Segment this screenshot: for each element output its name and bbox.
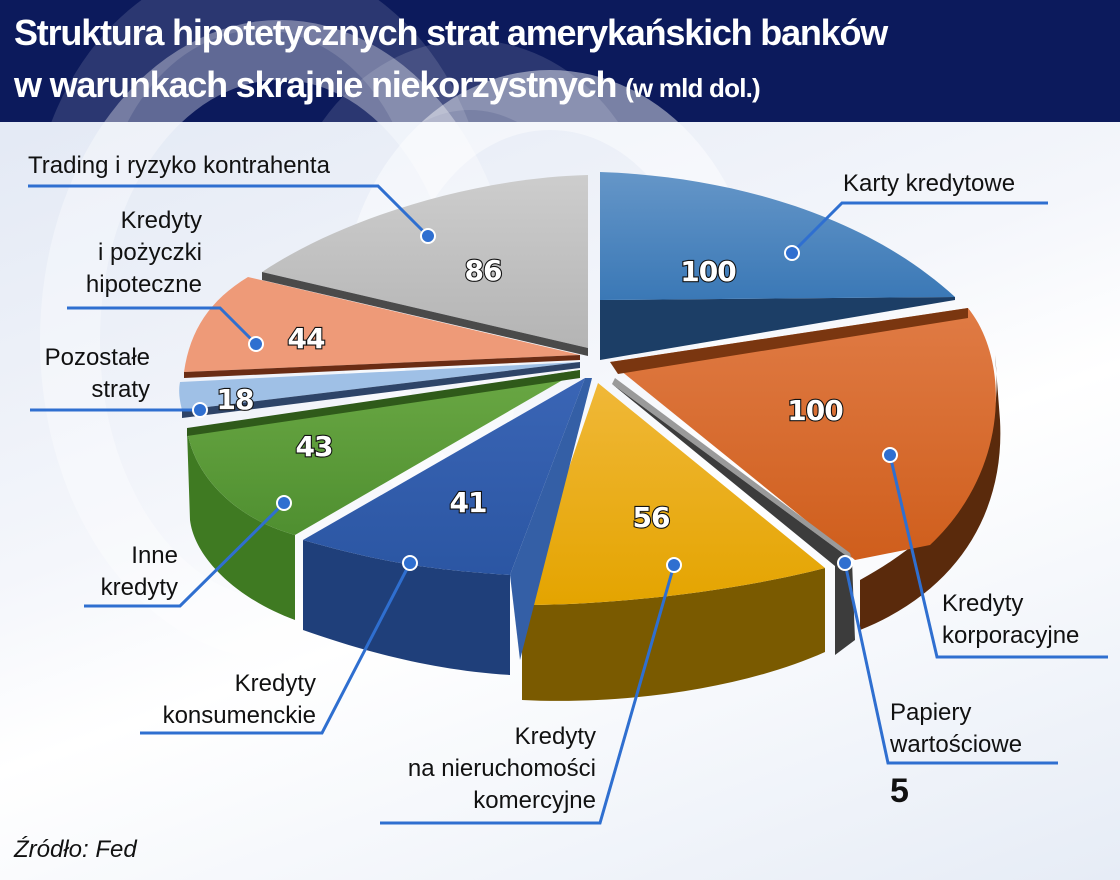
value-cards: 100 (680, 255, 736, 288)
leader-consumer (140, 562, 412, 735)
value-mortgage: 44 (288, 322, 325, 355)
value-trading: 86 (465, 254, 502, 287)
slice-cre: 56 (522, 383, 825, 701)
label-trading: Trading i ryzyko kontrahenta (28, 152, 330, 179)
value-consumer: 41 (450, 486, 487, 519)
label-line: korporacyjne (942, 622, 1080, 649)
slice-other-losses: 18 (179, 362, 580, 418)
slice-other-credit: 43 (187, 370, 580, 620)
label-line: Kredyty (234, 670, 316, 697)
label-line: Papiery (890, 699, 972, 726)
leader-securities (843, 562, 1058, 765)
slice-trading: 86 (262, 175, 588, 356)
label-corporate: Kredyty korporacyjne (942, 588, 1079, 652)
value-cre: 56 (633, 501, 670, 534)
value-other-credit: 43 (296, 430, 333, 463)
label-line: Kredyty (120, 207, 202, 234)
label-line: Kredyty (942, 590, 1024, 617)
label-line: komercyjne (473, 787, 596, 814)
label-line: straty (91, 376, 150, 403)
label-line: kredyty (100, 574, 178, 601)
label-line: hipoteczne (85, 271, 202, 298)
label-line: wartościowe (890, 731, 1023, 758)
label-line: Inne (131, 542, 178, 569)
label-other-credit: Inne kredyty (70, 540, 178, 604)
leader-cards (790, 201, 1048, 255)
label-line: konsumenckie (162, 702, 316, 729)
slice-consumer: 41 (303, 378, 592, 675)
label-other-losses: Pozostałe straty (20, 342, 150, 406)
slice-mortgage: 44 (184, 277, 580, 378)
label-line: na nieruchomości (407, 755, 596, 782)
value-other-losses: 18 (217, 383, 254, 416)
slice-securities (612, 378, 855, 655)
leader-other-credit (84, 501, 286, 608)
value-corporate: 100 (787, 394, 843, 427)
source-note: Źródło: Fed (14, 836, 137, 863)
leader-corporate (888, 454, 1108, 659)
chart-title-line1: Struktura hipotetycznych strat amerykańs… (14, 12, 888, 53)
leader-trading (28, 184, 430, 238)
label-line: Kredyty (514, 723, 596, 750)
leader-cre (380, 564, 676, 825)
value-securities: 5 (890, 772, 909, 810)
leader-lines (28, 184, 1108, 825)
label-line: Pozostałe (44, 344, 150, 371)
label-line: i pożyczki (97, 239, 202, 266)
label-consumer: Kredyty konsumenckie (130, 668, 316, 732)
leader-mortgage (67, 306, 258, 346)
slice-cards: 100 (600, 172, 955, 360)
label-cards: Karty kredytowe (843, 170, 1016, 197)
label-securities: Papiery wartościowe (890, 697, 1022, 761)
label-mortgage: Kredyty i pożyczki hipoteczne (60, 205, 202, 301)
label-cre: Kredyty na nieruchomości komercyjne (370, 721, 596, 817)
leader-dots (192, 228, 898, 573)
